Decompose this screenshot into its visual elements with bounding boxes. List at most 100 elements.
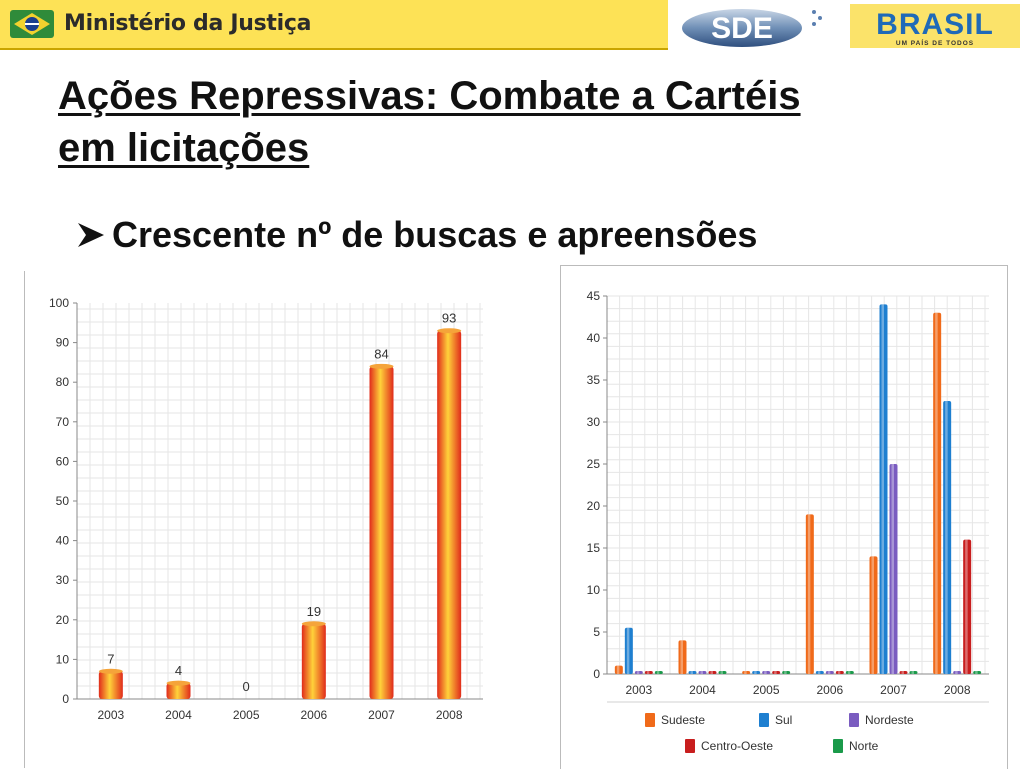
brazil-coat-of-arms-icon xyxy=(10,10,54,38)
chart1-y-tick-label: 20 xyxy=(56,613,70,627)
chart1-bar-cap xyxy=(369,363,394,369)
chart2-bar-shine xyxy=(680,640,683,674)
chart2-bar-shine xyxy=(935,312,938,674)
chart2-bar-shine xyxy=(774,671,777,674)
chart2-bar-sul xyxy=(943,401,952,674)
chart2-bar-centro-oeste xyxy=(772,671,781,674)
chart2-bar-sul xyxy=(815,671,824,674)
chart2-bar-shine xyxy=(955,671,958,674)
sde-logo-text: SDE xyxy=(711,12,773,45)
chart2-bar-shine xyxy=(837,671,841,674)
chart2-bar-sul xyxy=(624,627,633,674)
chart2-bar-centro-oeste xyxy=(963,539,972,674)
chart2-legend-swatch xyxy=(645,713,655,727)
chart2-bar-sul xyxy=(752,671,761,674)
ministry-name: Ministério da Justiça xyxy=(64,11,312,36)
chart2-bar-shine xyxy=(975,671,978,674)
bullet-point: Crescente nº de buscas e apreensões xyxy=(74,214,757,256)
chart2-bar-shine xyxy=(720,671,723,674)
arrow-bullet-icon xyxy=(78,223,104,247)
chart2-bar-nordeste xyxy=(825,671,834,674)
chart2-bar-shine xyxy=(636,671,640,674)
chart2-bar-sul xyxy=(688,671,697,674)
chart2-bar-sudeste xyxy=(933,312,942,674)
chart2-bar-shine xyxy=(817,671,821,674)
chart2-bar-norte xyxy=(973,671,982,674)
chart1-x-tick-label: 2004 xyxy=(165,708,192,722)
chart2-bar-nordeste xyxy=(953,671,962,674)
chart2-bar-centro-oeste xyxy=(835,671,844,674)
chart2-bar-nordeste xyxy=(762,671,771,674)
chart2-bar-shine xyxy=(784,671,787,674)
chart1-bar xyxy=(437,330,462,699)
chart2-bar-shine xyxy=(891,464,894,674)
chart1-bar xyxy=(369,366,394,699)
chart2-legend-label: Norte xyxy=(849,739,879,753)
chart1-y-tick-label: 80 xyxy=(56,375,70,389)
chart2-bar-shine xyxy=(656,671,660,674)
chart2-bar-shine xyxy=(626,627,630,674)
sde-logo: SDE xyxy=(682,9,822,47)
chart2-bar-shine xyxy=(754,671,757,674)
chart2-x-tick-label: 2004 xyxy=(689,683,716,697)
chart1-y-tick-label: 0 xyxy=(62,692,69,706)
chart1-bar xyxy=(301,623,326,699)
chart2-y-tick-label: 15 xyxy=(587,541,601,555)
chart2-bar-sudeste xyxy=(805,514,814,674)
chart-total-searches: 0 10 20 30 40 50 60 70 80 90 100 7 2003 4 2004 0 2005 19 2… xyxy=(24,271,487,768)
brasil-logo-text: BRASIL xyxy=(876,8,994,41)
chart1-x-tick-label: 2003 xyxy=(97,708,124,722)
chart2-bar-shine xyxy=(616,665,620,674)
chart2-y-tick-label: 0 xyxy=(593,667,600,681)
chart2-bar-norte xyxy=(782,671,791,674)
chart1-bar-cap xyxy=(437,328,462,334)
chart1-data-label: 4 xyxy=(175,663,182,678)
chart1-bar xyxy=(166,683,191,699)
slide-title-line1: Ações Repressivas: Combate a Cartéis xyxy=(58,74,801,118)
chart2-bar-sudeste xyxy=(742,671,751,674)
chart1-x-tick-label: 2008 xyxy=(436,708,463,722)
chart1-y-tick-label: 10 xyxy=(56,652,70,666)
chart2-legend-swatch xyxy=(833,739,843,753)
chart1-data-label: 0 xyxy=(243,679,250,694)
chart1-y-tick-label: 90 xyxy=(56,336,70,350)
chart2-bar-shine xyxy=(700,671,703,674)
chart2-legend-swatch xyxy=(759,713,769,727)
chart2-x-tick-label: 2006 xyxy=(816,683,843,697)
ministry-banner: Ministério da Justiça xyxy=(0,0,668,50)
chart-region-svg: 0 5 10 15 20 25 30 35 40 45 2003 2004 2005 2006 2007 20… xyxy=(587,289,989,753)
chart2-y-tick-label: 30 xyxy=(587,415,601,429)
chart2-legend-label: Sudeste xyxy=(661,713,705,727)
chart2-bar-shine xyxy=(710,671,713,674)
chart-by-region: 0 5 10 15 20 25 30 35 40 45 2003 2004 2005 2006 2007 20… xyxy=(560,265,1008,769)
chart2-bar-shine xyxy=(965,539,968,674)
chart2-bar-norte xyxy=(845,671,854,674)
chart-total-svg: 0 10 20 30 40 50 60 70 80 90 100 7 2003 4 2004 0 2005 19 2… xyxy=(49,296,483,722)
chart2-y-tick-label: 20 xyxy=(587,499,601,513)
chart2-bar-norte xyxy=(718,671,727,674)
chart1-bar-cap xyxy=(301,621,326,627)
chart2-y-tick-label: 45 xyxy=(587,289,601,303)
chart2-bar-shine xyxy=(827,671,831,674)
chart2-bar-shine xyxy=(945,401,948,674)
slide-title-line2: em licitações xyxy=(58,126,310,170)
chart2-y-tick-label: 25 xyxy=(587,457,601,471)
chart1-data-label: 7 xyxy=(107,651,114,666)
chart2-legend-swatch xyxy=(685,739,695,753)
chart1-y-tick-label: 40 xyxy=(56,534,70,548)
chart2-x-tick-label: 2008 xyxy=(944,683,971,697)
chart1-x-tick-label: 2007 xyxy=(368,708,395,722)
chart2-bar-sul xyxy=(879,304,888,674)
chart1-x-tick-label: 2006 xyxy=(300,708,327,722)
chart1-data-label: 19 xyxy=(307,604,321,619)
chart2-bar-shine xyxy=(911,671,914,674)
chart2-x-tick-label: 2005 xyxy=(753,683,780,697)
chart2-legend-label: Sul xyxy=(775,713,792,727)
chart2-bar-norte xyxy=(909,671,918,674)
chart2-y-tick-label: 35 xyxy=(587,373,601,387)
chart1-x-tick-label: 2005 xyxy=(233,708,260,722)
chart2-bar-nordeste xyxy=(698,671,707,674)
chart2-bar-sudeste xyxy=(614,665,623,674)
chart2-bar-shine xyxy=(690,671,693,674)
chart2-bar-shine xyxy=(881,304,884,674)
